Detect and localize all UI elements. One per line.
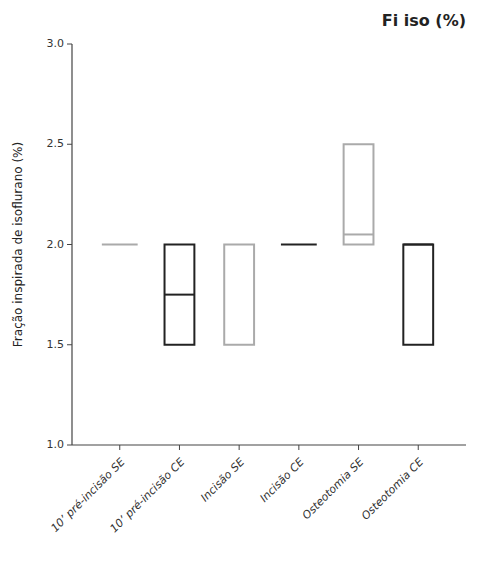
x-tick-label: 10’ pré-incisão CE <box>108 456 188 536</box>
x-tick-label: Incisão SE <box>198 456 247 505</box>
x-tick <box>119 445 120 450</box>
median-line <box>344 233 374 235</box>
x-tick <box>298 445 299 450</box>
box <box>403 245 433 345</box>
y-tick <box>67 44 72 45</box>
x-tick <box>179 445 180 450</box>
x-axis <box>72 444 466 445</box>
y-tick-label: 1.5 <box>47 338 65 351</box>
box <box>344 144 374 244</box>
x-tick <box>358 445 359 450</box>
x-tick <box>239 445 240 450</box>
marks <box>102 144 433 345</box>
x-tick-label: Incisão CE <box>257 456 306 505</box>
y-tick-label: 1.0 <box>47 438 65 451</box>
chart: 1.01.52.02.53.010’ pré-incisão SE10’ pré… <box>0 0 482 563</box>
title: Fi iso (%) <box>382 11 466 30</box>
y-axis <box>71 44 72 445</box>
y-axis-label: Fração inspirada de isoflurano (%) <box>11 142 25 347</box>
y-tick <box>67 144 72 145</box>
y-tick <box>67 445 72 446</box>
box <box>165 245 195 345</box>
x-tick <box>418 445 419 450</box>
median-line <box>281 244 317 246</box>
y-tick <box>67 344 72 345</box>
y-tick-label: 2.5 <box>47 137 65 150</box>
x-tick-label: Osteotomia CE <box>359 456 426 523</box>
median-line <box>102 244 138 246</box>
y-tick <box>67 244 72 245</box>
median-line <box>403 244 433 246</box>
x-tick-label: Osteotomia SE <box>300 456 367 523</box>
y-tick-label: 3.0 <box>47 37 65 50</box>
y-tick-label: 2.0 <box>47 238 65 251</box>
box <box>224 245 254 345</box>
median-line <box>165 294 195 296</box>
